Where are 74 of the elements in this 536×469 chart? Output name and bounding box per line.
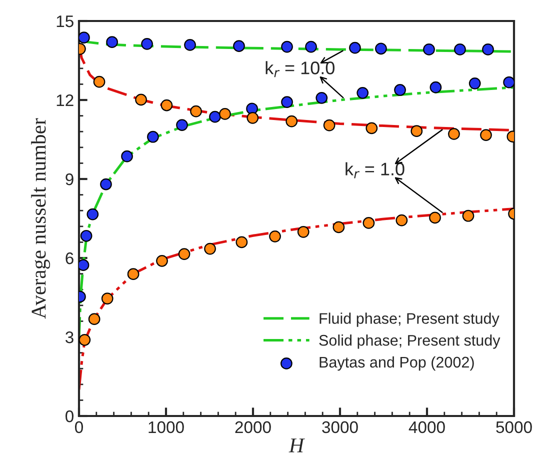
point xyxy=(430,81,442,94)
x-axis-title: H xyxy=(288,438,305,452)
y-tick-label: 0 xyxy=(66,410,74,422)
point xyxy=(219,108,231,120)
point xyxy=(127,268,140,280)
point xyxy=(332,221,345,234)
y-tick-label: 15 xyxy=(56,16,74,28)
point xyxy=(160,99,173,112)
point xyxy=(176,119,188,131)
line-series xyxy=(79,208,514,391)
x-tick-label: 0 xyxy=(75,421,83,434)
point xyxy=(356,86,369,99)
point xyxy=(209,110,221,123)
point xyxy=(101,292,114,304)
annotation: k$_{r}$ = 10.0 xyxy=(266,61,334,78)
point xyxy=(121,150,133,162)
point xyxy=(204,242,216,255)
point xyxy=(394,84,406,96)
x-tick-label: 1000 xyxy=(148,421,184,434)
point xyxy=(100,178,112,190)
point xyxy=(316,92,328,104)
y-tick-label: 9 xyxy=(66,173,74,186)
x-tick-label: 5000 xyxy=(496,421,532,434)
point xyxy=(79,32,90,44)
point xyxy=(141,38,153,50)
point xyxy=(482,44,494,56)
point xyxy=(86,208,99,220)
y-tick-label: 6 xyxy=(66,252,74,264)
point xyxy=(190,105,202,118)
point xyxy=(410,125,423,138)
y-tick-label: 12 xyxy=(56,94,74,106)
legend-label: Solid phase; Present study xyxy=(319,334,500,349)
legend-label: Baytas and Pop (2002) xyxy=(320,356,474,371)
point xyxy=(184,39,196,51)
point xyxy=(454,44,466,56)
point xyxy=(305,40,317,53)
y-tick-label: 3 xyxy=(66,331,74,344)
point xyxy=(323,119,336,132)
annotation: k$_{r}$ = 1.0 xyxy=(346,162,404,178)
point xyxy=(88,313,100,326)
x-tick-label: 2000 xyxy=(235,421,271,434)
point xyxy=(375,42,387,55)
point xyxy=(236,236,248,248)
point xyxy=(462,210,474,222)
point xyxy=(366,122,378,134)
point xyxy=(468,77,481,90)
point xyxy=(80,230,92,242)
point xyxy=(362,217,375,229)
point xyxy=(423,44,435,56)
point xyxy=(281,96,293,108)
point xyxy=(93,76,106,88)
x-tick-label: 4000 xyxy=(408,421,445,434)
x-tick-label: 3000 xyxy=(322,421,358,434)
point xyxy=(429,212,441,224)
legend-label: Fluid phase; Present study xyxy=(320,312,500,327)
y-axis-title: Average nusselt number xyxy=(31,118,50,319)
point xyxy=(503,76,514,88)
point xyxy=(269,230,281,242)
point xyxy=(156,254,168,267)
point xyxy=(135,94,147,106)
point xyxy=(297,226,310,238)
point xyxy=(106,36,118,48)
point xyxy=(286,115,298,128)
point xyxy=(448,128,460,140)
point xyxy=(79,334,91,346)
point xyxy=(178,248,190,260)
point xyxy=(147,130,159,143)
point xyxy=(79,259,90,272)
point xyxy=(246,112,259,124)
point xyxy=(233,40,245,52)
point xyxy=(349,42,361,54)
point xyxy=(480,129,492,141)
point xyxy=(396,214,408,226)
point xyxy=(281,40,293,53)
